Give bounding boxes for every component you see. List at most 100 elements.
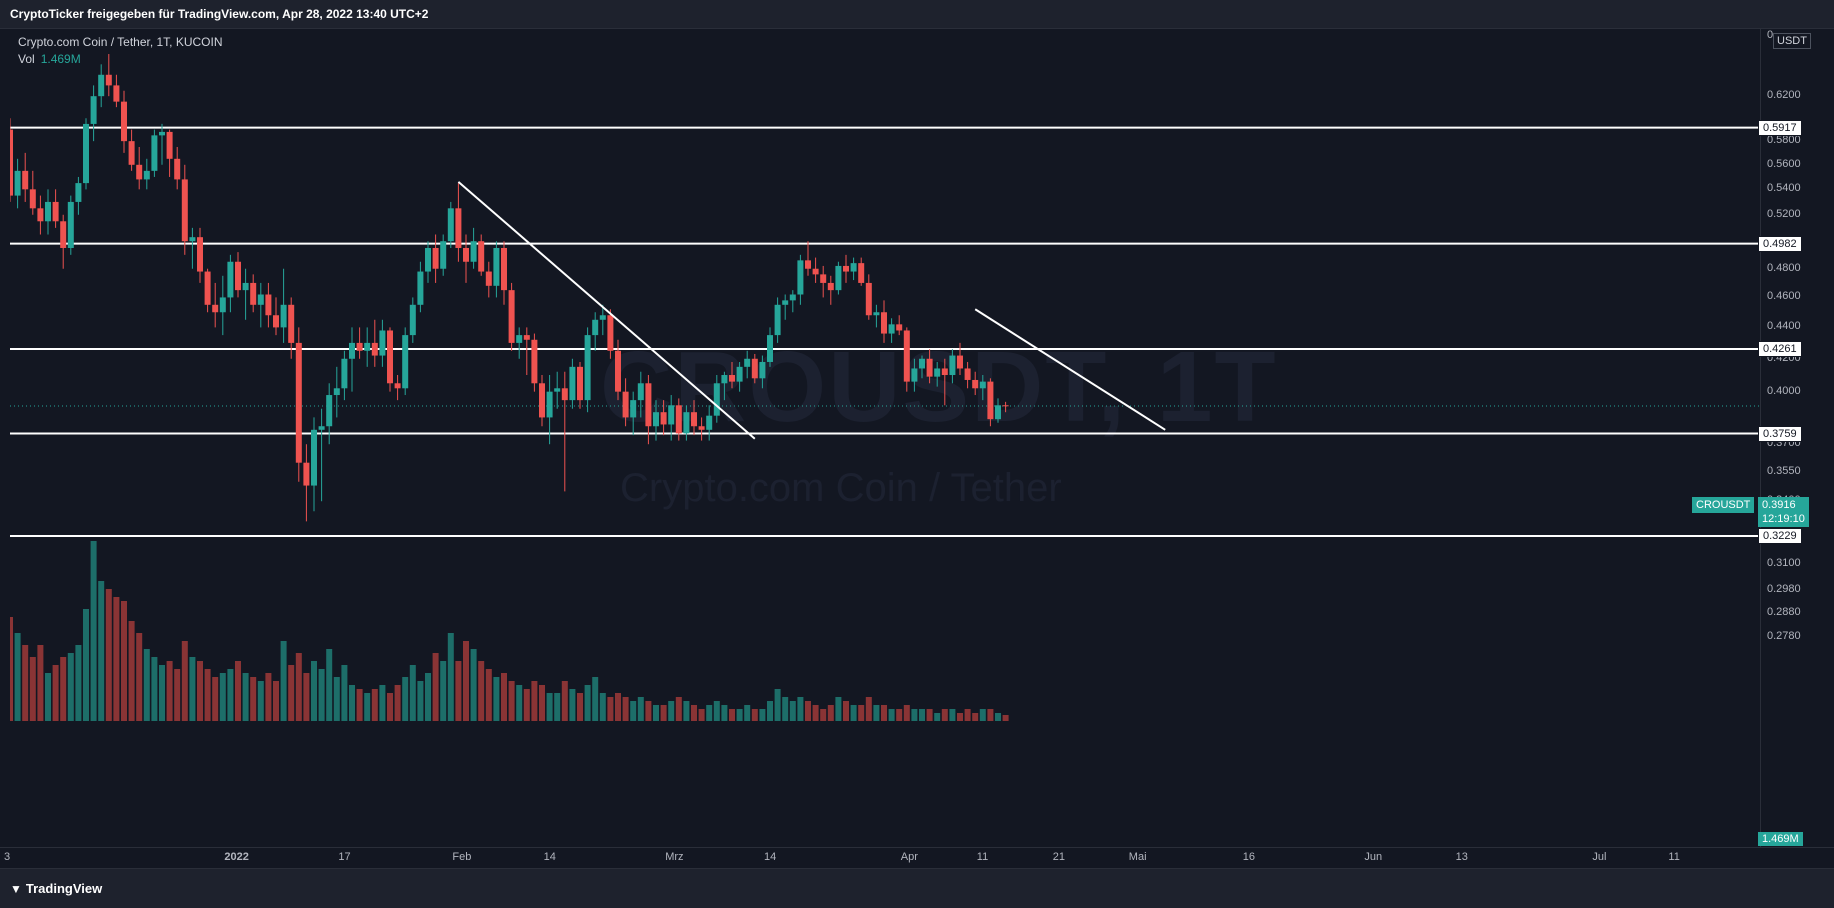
- candle-body: [622, 391, 629, 418]
- candle-body: [805, 260, 811, 269]
- candle-body: [835, 265, 842, 291]
- volume-bar: [485, 669, 492, 721]
- volume-bar: [90, 541, 97, 721]
- candle-body: [919, 358, 925, 369]
- candle-body: [349, 342, 355, 359]
- candle-body: [911, 368, 918, 382]
- time-tick: Apr: [900, 851, 918, 863]
- symbol-price-tag: CROUSDT: [1692, 497, 1755, 513]
- time-tick: 11: [976, 851, 989, 863]
- time-tick: Jul: [1592, 851, 1607, 863]
- candle-body: [774, 304, 781, 336]
- candle-body: [751, 358, 758, 379]
- level-price-label: 0.4982: [1758, 235, 1802, 252]
- volume-bar: [896, 709, 903, 721]
- candle-body: [143, 170, 150, 180]
- candle-body: [660, 412, 667, 425]
- volume-bar: [288, 665, 295, 721]
- volume-bar: [105, 589, 112, 721]
- volume-bar: [447, 633, 454, 721]
- candle-body: [729, 375, 735, 382]
- price-tick: 0.5400: [1767, 182, 1801, 195]
- volume-bar: [957, 713, 963, 721]
- candle-body: [782, 300, 789, 305]
- time-tick: 2022: [224, 851, 249, 863]
- candle-body: [45, 201, 51, 222]
- candle-body: [326, 395, 333, 427]
- volume-bar: [698, 709, 705, 721]
- price-tick: 0.2780: [1767, 629, 1801, 642]
- volume-bar: [584, 685, 591, 721]
- candle-body: [957, 355, 963, 369]
- candle-body: [850, 263, 857, 272]
- volume-bar: [311, 661, 317, 721]
- volume-bar: [615, 693, 621, 721]
- candle-body: [242, 282, 249, 291]
- time-axis[interactable]: [0, 847, 1834, 868]
- level-price-label: 0.4261: [1758, 341, 1802, 358]
- volume-bar: [425, 673, 431, 721]
- candle-body: [250, 282, 257, 305]
- price-tick-top: 0: [1767, 29, 1774, 41]
- candle-body: [615, 350, 621, 392]
- candle-body: [577, 366, 583, 401]
- volume-bar: [432, 653, 439, 721]
- candle-body: [311, 429, 317, 486]
- candle-body: [698, 426, 705, 430]
- time-tick: 11: [1668, 851, 1680, 863]
- price-tick: 0.2880: [1767, 606, 1801, 619]
- volume-bar: [607, 697, 614, 721]
- candle-body: [90, 96, 97, 124]
- candle-body: [607, 315, 614, 351]
- volume-bar: [827, 705, 834, 721]
- candle-body: [10, 129, 13, 196]
- candle-body: [432, 247, 439, 269]
- volume-bar: [455, 661, 462, 721]
- volume-bar: [645, 701, 652, 721]
- candle-body: [113, 85, 120, 102]
- candle-body: [257, 294, 264, 305]
- volume-bar: [516, 685, 523, 721]
- volume-bar: [22, 645, 29, 721]
- volume-value: 1.469M: [40, 52, 81, 66]
- volume-bar: [219, 673, 226, 721]
- currency-button[interactable]: USDT: [1773, 33, 1811, 49]
- volume-bar: [250, 677, 257, 721]
- volume-bar: [394, 685, 401, 721]
- candle-body: [637, 383, 644, 401]
- volume-bar: [197, 661, 203, 721]
- trendline: [457, 181, 756, 440]
- volume-bar: [675, 697, 682, 721]
- volume-bar: [273, 681, 279, 721]
- candle-body: [569, 366, 576, 401]
- volume-bar: [75, 645, 82, 721]
- candle-body: [675, 405, 682, 434]
- candle-body: [873, 312, 880, 316]
- tradingview-logo[interactable]: ▼ TradingView: [10, 881, 102, 896]
- volume-bar: [356, 689, 363, 721]
- volume-label: Vol: [18, 52, 35, 66]
- volume-bar: [751, 709, 758, 721]
- candle-body: [713, 383, 720, 416]
- candle-body: [83, 123, 89, 184]
- candle-body: [303, 462, 310, 486]
- candle-body: [75, 183, 82, 202]
- candle-body: [98, 74, 105, 97]
- volume-bar: [265, 673, 272, 721]
- volume-bar: [995, 713, 1001, 721]
- candle-body: [463, 247, 469, 262]
- candle-body: [812, 268, 819, 275]
- volume-bar: [136, 633, 143, 721]
- volume-bar: [227, 669, 234, 721]
- price-chart[interactable]: [10, 29, 1760, 847]
- volume-bar: [189, 657, 196, 721]
- price-tick: 0.3550: [1767, 465, 1801, 478]
- volume-bar: [501, 673, 507, 721]
- candle-body: [174, 158, 181, 180]
- volume-bar: [349, 685, 355, 721]
- candle-body: [903, 330, 910, 382]
- volume-bar: [508, 681, 515, 721]
- volume-bar: [691, 705, 697, 721]
- volume-bar: [326, 649, 333, 721]
- volume-bar: [569, 689, 576, 721]
